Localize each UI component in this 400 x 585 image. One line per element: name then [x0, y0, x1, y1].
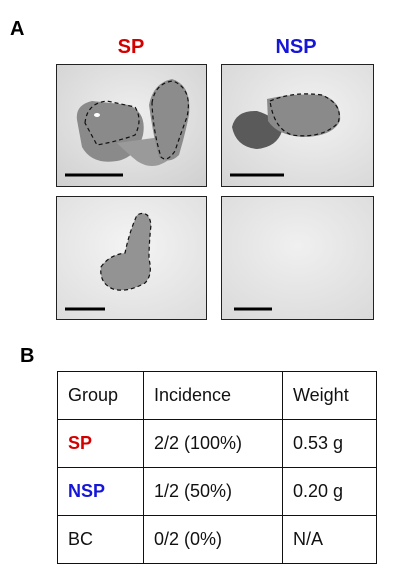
- panel-b-letter: B: [20, 345, 35, 367]
- row-group-bc: BC: [57, 515, 144, 564]
- table-row: NSP 1/2 (50%) 0.20 g: [57, 467, 377, 516]
- row-group-nsp: NSP: [57, 467, 144, 516]
- photo-sp-1: [56, 64, 207, 187]
- row-incidence: 2/2 (100%): [143, 419, 283, 468]
- column-label-nsp: NSP: [275, 36, 317, 58]
- header-group: Group: [57, 371, 144, 420]
- photo-nsp-1: [221, 64, 374, 187]
- row-group-sp: SP: [57, 419, 144, 468]
- panel-a-letter: A: [10, 18, 25, 40]
- header-weight: Weight: [282, 371, 377, 420]
- photo-sp-2: [56, 196, 207, 320]
- table-row: SP 2/2 (100%) 0.53 g: [57, 419, 377, 468]
- header-incidence: Incidence: [143, 371, 283, 420]
- row-incidence: 0/2 (0%): [143, 515, 283, 564]
- photo-nsp-2: [221, 196, 374, 320]
- row-weight: N/A: [282, 515, 377, 564]
- table-header-row: Group Incidence Weight: [57, 371, 377, 420]
- results-table: Group Incidence Weight SP 2/2 (100%) 0.5…: [57, 371, 377, 564]
- row-incidence: 1/2 (50%): [143, 467, 283, 516]
- row-weight: 0.20 g: [282, 467, 377, 516]
- row-weight: 0.53 g: [282, 419, 377, 468]
- table-row: BC 0/2 (0%) N/A: [57, 515, 377, 564]
- column-label-sp: SP: [117, 36, 145, 58]
